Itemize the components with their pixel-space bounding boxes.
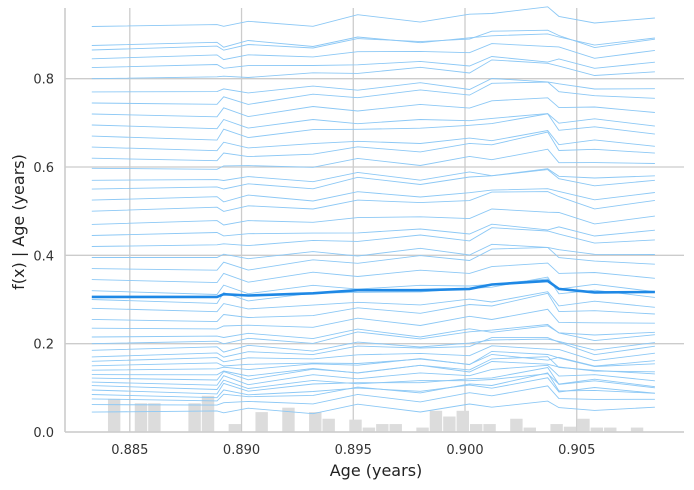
x-axis-label: Age (years) <box>330 461 423 480</box>
ice-line <box>91 350 655 371</box>
ice-line <box>91 338 655 353</box>
ice-line <box>91 345 655 363</box>
histogram-bar <box>483 424 496 432</box>
ice-line <box>91 169 655 190</box>
x-tick-label: 0.900 <box>446 443 483 458</box>
ice-line <box>91 97 655 118</box>
histogram-bar <box>577 418 590 432</box>
y-tick-label: 0.6 <box>33 161 54 176</box>
ice-line <box>91 33 655 48</box>
ice-line <box>91 131 655 162</box>
ice-line <box>91 377 655 399</box>
histogram-bar <box>134 403 148 432</box>
y-tick-label: 0.0 <box>33 426 54 441</box>
x-tick-label: 0.895 <box>335 443 372 458</box>
ice-line <box>91 243 655 260</box>
histogram-bar <box>282 407 295 432</box>
ice-line <box>91 227 655 247</box>
x-tick-label: 0.890 <box>223 443 260 458</box>
ice-line <box>91 276 655 304</box>
ice-line <box>91 325 655 340</box>
ice-line <box>91 81 655 105</box>
histogram-bar <box>107 398 121 432</box>
histogram-bar <box>456 410 469 432</box>
histogram-bar <box>309 412 322 432</box>
ice-line <box>91 308 655 330</box>
histogram-bar <box>362 427 376 432</box>
ice-line <box>91 29 655 51</box>
ice-line <box>91 373 655 390</box>
ice-line <box>91 56 655 69</box>
histogram-bar <box>590 427 604 432</box>
ice-line <box>91 223 655 237</box>
histogram-bar <box>523 427 537 432</box>
histogram-bar <box>429 410 443 432</box>
histogram-bar <box>228 424 242 432</box>
ice-line <box>91 292 655 323</box>
histogram-bar <box>416 427 429 432</box>
histogram-bars <box>107 395 644 432</box>
pdp-line <box>91 279 655 299</box>
ice-line <box>91 337 655 358</box>
ice-line <box>91 208 655 226</box>
ice-line <box>91 59 655 80</box>
x-tick-label: 0.885 <box>111 443 148 458</box>
axes <box>64 8 684 433</box>
pdp-curve <box>91 279 655 299</box>
histogram-bar <box>376 424 389 432</box>
ice-line <box>91 372 655 402</box>
histogram-bar <box>389 424 402 432</box>
ice-line <box>91 78 655 94</box>
histogram-bar <box>550 424 563 432</box>
ice-line <box>91 262 655 284</box>
ice-line <box>91 291 655 313</box>
histogram-bar <box>563 426 577 432</box>
histogram-bar <box>510 418 523 432</box>
histogram-bar <box>469 424 483 432</box>
ice-line <box>91 113 655 141</box>
ice-line <box>91 364 655 386</box>
ice-line <box>91 324 655 345</box>
y-tick-label: 0.2 <box>33 338 54 353</box>
ice-lines <box>91 6 655 415</box>
ice-line <box>91 385 655 406</box>
ice-line <box>91 113 655 130</box>
y-axis-label: f(x) | Age (years) <box>9 154 28 290</box>
histogram-bar <box>630 427 644 432</box>
ice-line <box>91 6 655 27</box>
y-tick-label: 0.4 <box>33 249 54 264</box>
ice-line <box>91 130 655 152</box>
ice-line <box>91 400 655 415</box>
ice-line <box>91 148 655 170</box>
histogram-bar <box>322 418 335 432</box>
ice-line <box>91 168 655 183</box>
histogram-bar <box>188 403 201 432</box>
histogram-bar <box>255 412 268 432</box>
x-tick-label: 0.905 <box>558 443 595 458</box>
histogram-bar <box>604 427 617 432</box>
histogram-bar <box>443 416 456 432</box>
ice-line <box>91 191 655 212</box>
histogram-bar <box>349 419 362 432</box>
y-tick-label: 0.8 <box>33 73 54 88</box>
y-tick-labels: 0.0 0.2 0.4 0.6 0.8 <box>33 73 54 441</box>
ice-line <box>91 43 655 61</box>
ice-line <box>91 353 655 367</box>
x-tick-labels: 0.885 0.890 0.895 0.900 0.905 <box>111 443 595 458</box>
ice-line <box>91 246 655 271</box>
histogram-bar <box>148 403 161 432</box>
ice-line <box>91 361 655 377</box>
ice-line <box>91 188 655 203</box>
